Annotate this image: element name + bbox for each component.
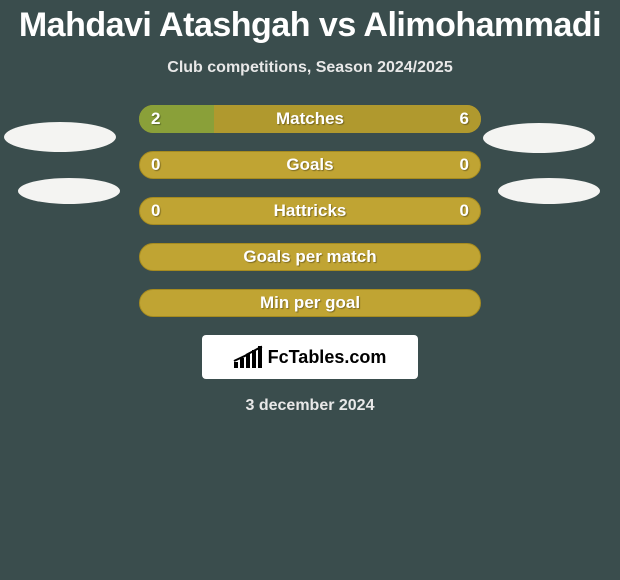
player-avatar xyxy=(18,178,120,204)
player-avatar xyxy=(4,122,116,152)
row-value-left: 2 xyxy=(151,105,160,133)
row-label: Hattricks xyxy=(139,197,481,225)
row-label: Matches xyxy=(139,105,481,133)
stat-row: Goals0 0 xyxy=(139,151,481,179)
date-text: 3 december 2024 xyxy=(0,397,620,415)
stat-row: Min per goal xyxy=(139,289,481,317)
stat-row: Hattricks0 0 xyxy=(139,197,481,225)
stat-row: Matches2 6 xyxy=(139,105,481,133)
comparison-infographic: Mahdavi Atashgah vs Alimohammadi Club co… xyxy=(0,0,620,580)
stat-row: Goals per match xyxy=(139,243,481,271)
player-avatar xyxy=(483,123,595,153)
row-value-right: 6 xyxy=(460,105,469,133)
player-avatar xyxy=(498,178,600,204)
row-label: Goals xyxy=(139,151,481,179)
row-label: Min per goal xyxy=(139,289,481,317)
logo-text: FcTables.com xyxy=(268,347,387,368)
page-subtitle: Club competitions, Season 2024/2025 xyxy=(0,59,620,77)
chart-icon xyxy=(234,346,262,368)
page-title: Mahdavi Atashgah vs Alimohammadi xyxy=(0,0,620,45)
row-value-left: 0 xyxy=(151,197,160,225)
row-value-right: 0 xyxy=(460,197,469,225)
source-logo: FcTables.com xyxy=(202,335,418,379)
row-label: Goals per match xyxy=(139,243,481,271)
row-value-left: 0 xyxy=(151,151,160,179)
row-value-right: 0 xyxy=(460,151,469,179)
